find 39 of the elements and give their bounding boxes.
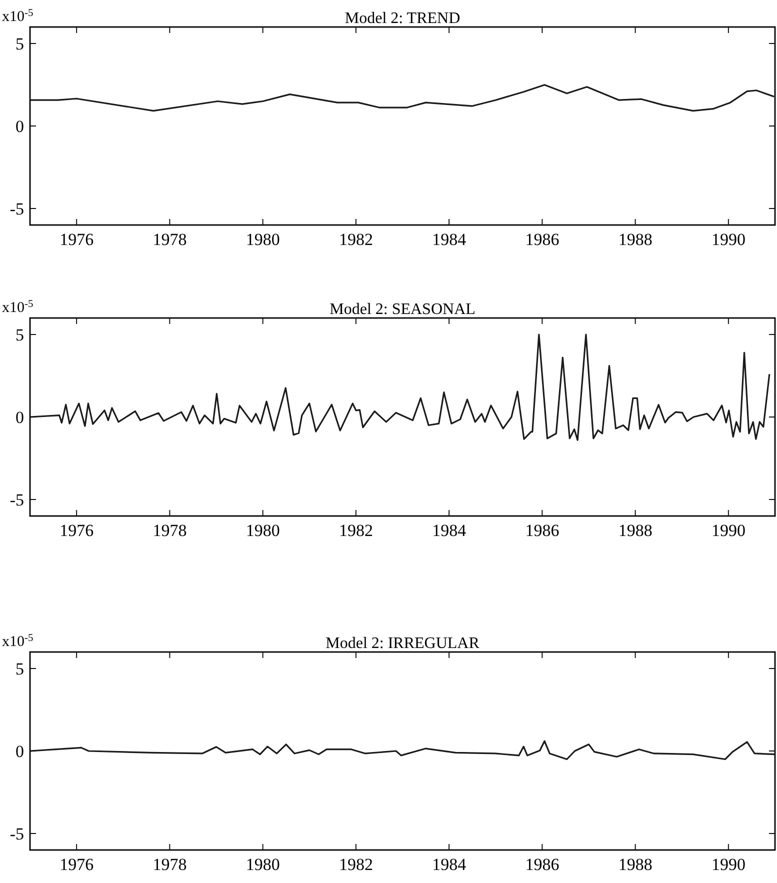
chart-title: Model 2: SEASONAL [330, 301, 476, 318]
x-tick-label: 1980 [246, 230, 280, 249]
y-tick-label: 0 [16, 408, 24, 427]
x-tick-label: 1982 [338, 521, 373, 540]
x-tick-label: 1978 [152, 230, 187, 249]
y-tick-label: 5 [16, 34, 24, 54]
y-tick-label: -5 [10, 199, 24, 218]
y-tick-label: 5 [16, 325, 24, 344]
x-tick-label: 1988 [618, 230, 652, 249]
x-tick-label: 1984 [432, 855, 467, 874]
x-tick-label: 1980 [246, 855, 280, 874]
x-tick-label: 1982 [338, 855, 373, 874]
x-tick-label: 1990 [711, 855, 746, 874]
x-tick-label: 1978 [152, 521, 187, 540]
x-tick-label: 1976 [60, 855, 94, 874]
chart-title: Model 2: IRREGULAR [326, 635, 480, 652]
y-axis-title: x10$^{-5}$ [2, 632, 34, 650]
x-tick-label: 1976 [60, 230, 94, 249]
x-tick-label: 1986 [525, 521, 560, 540]
x-tick-label: 1984 [432, 230, 467, 249]
x-tick-label: 1988 [618, 855, 652, 874]
x-tick-label: 1986 [525, 230, 560, 249]
x-tick-label: 1984 [432, 521, 467, 540]
y-tick-label: 0 [16, 116, 24, 136]
chart-title: Model 2: TREND [344, 10, 460, 27]
y-tick-label: 0 [16, 742, 24, 761]
y-axis-title: x10$^{-5}$ [2, 298, 34, 316]
y-axis-title: x10$^{-5}$ [2, 8, 34, 25]
x-tick-label: 1988 [618, 521, 652, 540]
y-tick-label: 5 [16, 659, 24, 678]
x-tick-label: 1976 [60, 521, 94, 540]
y-tick-label: -5 [10, 824, 24, 844]
y-tick-label: -5 [10, 490, 24, 510]
x-tick-label: 1986 [525, 855, 560, 874]
x-tick-label: 1978 [152, 855, 187, 874]
x-tick-label: 1980 [246, 521, 280, 540]
x-tick-label: 1982 [338, 230, 373, 249]
x-tick-label: 1990 [711, 521, 746, 540]
x-tick-label: 1990 [711, 230, 746, 249]
